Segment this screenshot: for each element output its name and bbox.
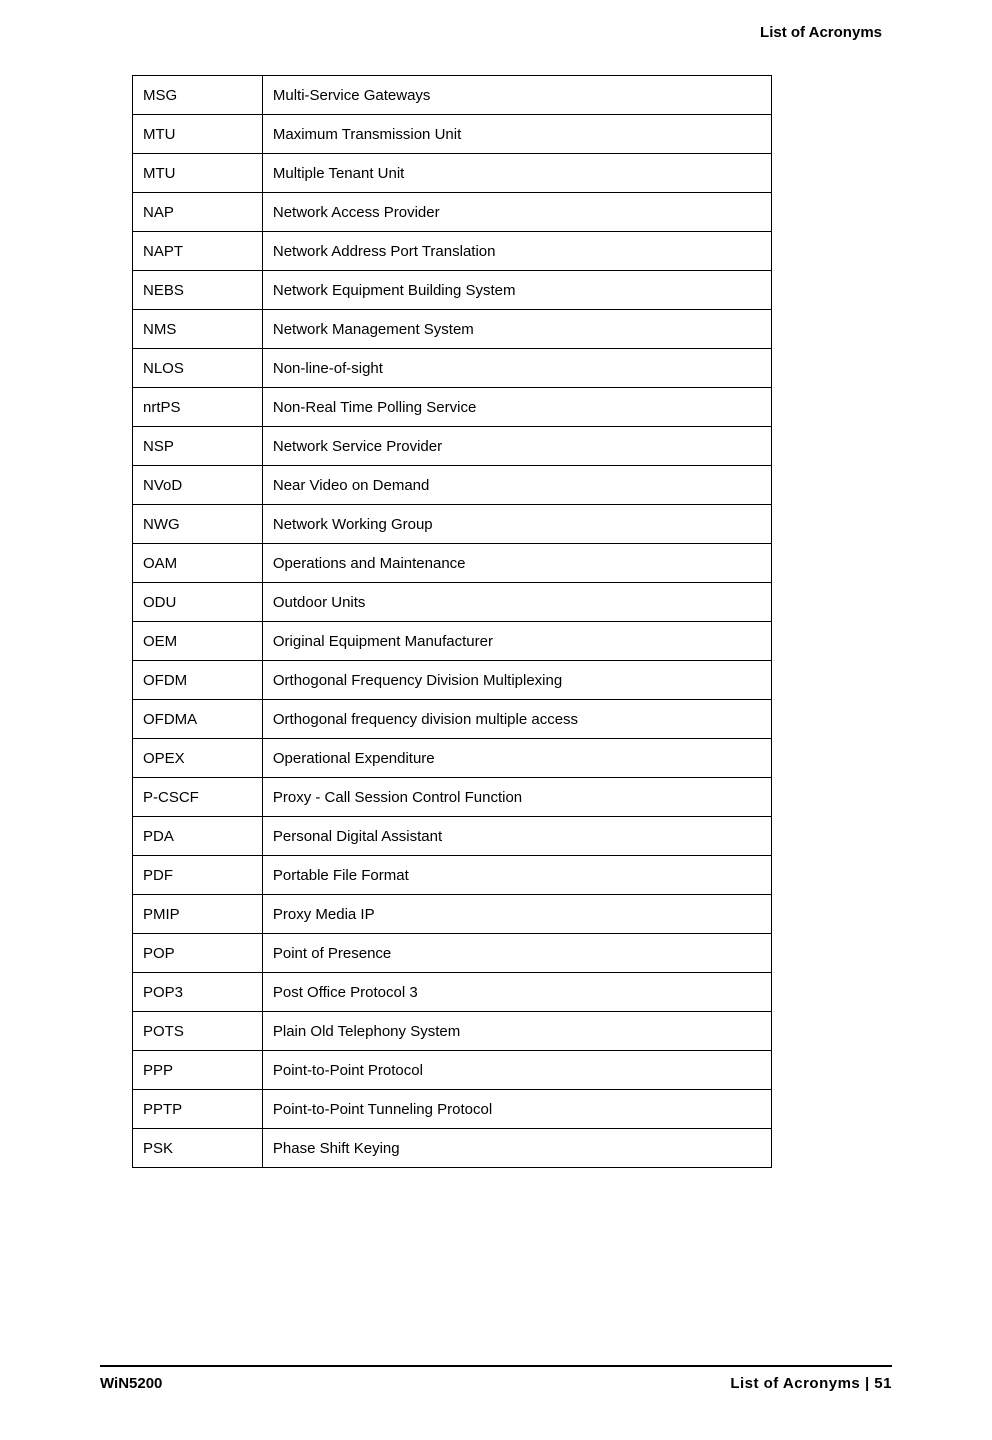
acronym-cell: MTU (133, 115, 263, 154)
table-row: MSGMulti-Service Gateways (133, 76, 772, 115)
definition-cell: Plain Old Telephony System (262, 1012, 771, 1051)
definition-cell: Operational Expenditure (262, 739, 771, 778)
table-row: OFDMOrthogonal Frequency Division Multip… (133, 661, 772, 700)
table-row: NAPNetwork Access Provider (133, 193, 772, 232)
acronym-cell: OPEX (133, 739, 263, 778)
definition-cell: Maximum Transmission Unit (262, 115, 771, 154)
page-content: List of Acronyms MSGMulti-Service Gatewa… (0, 0, 992, 1168)
table-row: OFDMAOrthogonal frequency division multi… (133, 700, 772, 739)
acronym-cell: nrtPS (133, 388, 263, 427)
acronym-cell: NEBS (133, 271, 263, 310)
table-row: NWGNetwork Working Group (133, 505, 772, 544)
definition-cell: Network Equipment Building System (262, 271, 771, 310)
table-row: PMIPProxy Media IP (133, 895, 772, 934)
table-row: PPTPPoint-to-Point Tunneling Protocol (133, 1090, 772, 1129)
acronym-cell: OFDM (133, 661, 263, 700)
acronym-cell: NAP (133, 193, 263, 232)
definition-cell: Original Equipment Manufacturer (262, 622, 771, 661)
table-row: PDAPersonal Digital Assistant (133, 817, 772, 856)
footer-divider (100, 1365, 892, 1367)
definition-cell: Multiple Tenant Unit (262, 154, 771, 193)
table-row: PSKPhase Shift Keying (133, 1129, 772, 1168)
definition-cell: Non-line-of-sight (262, 349, 771, 388)
acronym-cell: MTU (133, 154, 263, 193)
acronym-cell: PSK (133, 1129, 263, 1168)
acronym-cell: OFDMA (133, 700, 263, 739)
table-row: PPPPoint-to-Point Protocol (133, 1051, 772, 1090)
table-row: NEBSNetwork Equipment Building System (133, 271, 772, 310)
footer-text-row: WiN5200 List of Acronyms | 51 (0, 1375, 992, 1392)
table-row: NMSNetwork Management System (133, 310, 772, 349)
definition-cell: Phase Shift Keying (262, 1129, 771, 1168)
definition-cell: Multi-Service Gateways (262, 76, 771, 115)
definition-cell: Proxy Media IP (262, 895, 771, 934)
definition-cell: Proxy - Call Session Control Function (262, 778, 771, 817)
acronym-cell: P-CSCF (133, 778, 263, 817)
table-row: PDFPortable File Format (133, 856, 772, 895)
acronym-cell: PDF (133, 856, 263, 895)
footer-left: WiN5200 (100, 1375, 162, 1392)
acronym-cell: PPP (133, 1051, 263, 1090)
table-row: MTUMaximum Transmission Unit (133, 115, 772, 154)
table-row: NVoDNear Video on Demand (133, 466, 772, 505)
table-row: MTUMultiple Tenant Unit (133, 154, 772, 193)
acronym-cell: NLOS (133, 349, 263, 388)
definition-cell: Near Video on Demand (262, 466, 771, 505)
definition-cell: Operations and Maintenance (262, 544, 771, 583)
acronym-cell: NVoD (133, 466, 263, 505)
definition-cell: Post Office Protocol 3 (262, 973, 771, 1012)
definition-cell: Point-to-Point Protocol (262, 1051, 771, 1090)
table-row: OPEXOperational Expenditure (133, 739, 772, 778)
page-header-title: List of Acronyms (110, 24, 882, 41)
table-row: POP3Post Office Protocol 3 (133, 973, 772, 1012)
acronym-cell: ODU (133, 583, 263, 622)
footer-right: List of Acronyms | 51 (730, 1375, 892, 1392)
table-row: NSPNetwork Service Provider (133, 427, 772, 466)
definition-cell: Network Management System (262, 310, 771, 349)
definition-cell: Network Service Provider (262, 427, 771, 466)
acronym-cell: NSP (133, 427, 263, 466)
acronym-cell: POP3 (133, 973, 263, 1012)
table-row: NLOSNon-line-of-sight (133, 349, 772, 388)
table-row: OAMOperations and Maintenance (133, 544, 772, 583)
acronym-cell: MSG (133, 76, 263, 115)
definition-cell: Network Access Provider (262, 193, 771, 232)
definition-cell: Non-Real Time Polling Service (262, 388, 771, 427)
definition-cell: Point of Presence (262, 934, 771, 973)
table-row: OEMOriginal Equipment Manufacturer (133, 622, 772, 661)
acronym-table-body: MSGMulti-Service GatewaysMTUMaximum Tran… (133, 76, 772, 1168)
acronym-cell: NMS (133, 310, 263, 349)
table-row: nrtPSNon-Real Time Polling Service (133, 388, 772, 427)
definition-cell: Orthogonal frequency division multiple a… (262, 700, 771, 739)
acronym-cell: PDA (133, 817, 263, 856)
acronym-cell: OAM (133, 544, 263, 583)
definition-cell: Portable File Format (262, 856, 771, 895)
definition-cell: Personal Digital Assistant (262, 817, 771, 856)
acronym-cell: NWG (133, 505, 263, 544)
definition-cell: Orthogonal Frequency Division Multiplexi… (262, 661, 771, 700)
table-row: ODUOutdoor Units (133, 583, 772, 622)
acronym-cell: NAPT (133, 232, 263, 271)
definition-cell: Point-to-Point Tunneling Protocol (262, 1090, 771, 1129)
acronym-cell: OEM (133, 622, 263, 661)
acronym-cell: POP (133, 934, 263, 973)
definition-cell: Outdoor Units (262, 583, 771, 622)
definition-cell: Network Address Port Translation (262, 232, 771, 271)
acronym-table: MSGMulti-Service GatewaysMTUMaximum Tran… (132, 75, 772, 1168)
definition-cell: Network Working Group (262, 505, 771, 544)
acronym-cell: POTS (133, 1012, 263, 1051)
table-row: POPPoint of Presence (133, 934, 772, 973)
acronym-cell: PPTP (133, 1090, 263, 1129)
table-row: POTSPlain Old Telephony System (133, 1012, 772, 1051)
table-row: NAPTNetwork Address Port Translation (133, 232, 772, 271)
page-footer: WiN5200 List of Acronyms | 51 (0, 1365, 992, 1392)
acronym-cell: PMIP (133, 895, 263, 934)
table-row: P-CSCFProxy - Call Session Control Funct… (133, 778, 772, 817)
